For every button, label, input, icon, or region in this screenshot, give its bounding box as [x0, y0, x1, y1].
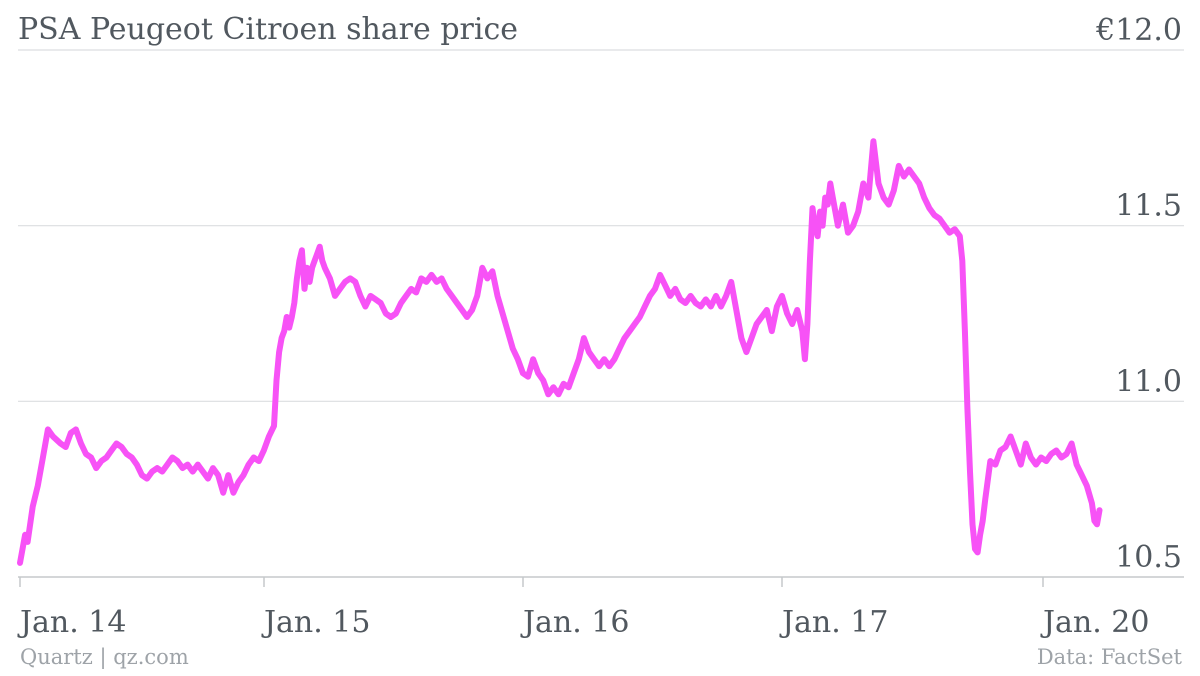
x-tick-label: Jan. 16: [520, 605, 629, 640]
y-tick-label: 10.5: [1115, 540, 1182, 575]
series-layer: [17, 138, 1103, 566]
y-axis-tick-labels: €12.0 11.5 11.0 10.5: [1095, 13, 1182, 575]
y-tick-label: 11.0: [1115, 364, 1182, 399]
y-tick-label: €12.0: [1095, 13, 1182, 48]
x-axis-tick-labels: Jan. 14 Jan. 15 Jan. 16 Jan. 17 Jan. 20: [17, 605, 1149, 640]
y-tick-label: 11.5: [1115, 189, 1182, 224]
grid-lines: [18, 49, 1184, 578]
x-tick-label: Jan. 14: [17, 605, 126, 640]
x-tick-label: Jan. 20: [1040, 605, 1149, 640]
x-tick-label: Jan. 15: [261, 605, 370, 640]
footer-source: Data: FactSet: [1036, 645, 1182, 669]
x-tick-label: Jan. 17: [779, 605, 888, 640]
series-line: [17, 138, 1103, 566]
x-axis-ticks: [19, 577, 1044, 587]
chart-title: PSA Peugeot Citroen share price: [18, 12, 519, 47]
footer-credit: Quartz | qz.com: [20, 645, 189, 669]
